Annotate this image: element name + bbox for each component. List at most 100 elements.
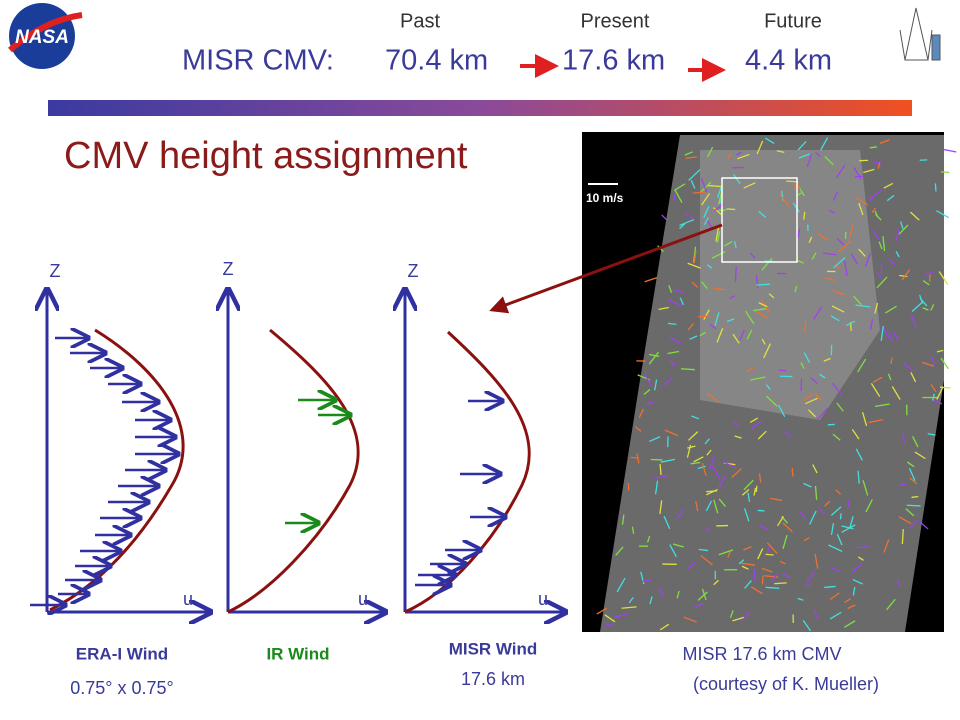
wind-vector	[868, 196, 874, 203]
wind-vector	[906, 461, 915, 468]
wind-vector	[880, 325, 884, 341]
wind-vector	[674, 288, 684, 294]
wind-vector	[901, 269, 911, 281]
wind-vector	[868, 419, 884, 424]
wind-vector	[938, 271, 949, 285]
wind-vector	[814, 485, 818, 500]
wind-vector	[701, 463, 707, 476]
wind-vector	[764, 575, 779, 578]
wind-vector	[648, 436, 661, 443]
wind-vector	[782, 429, 792, 438]
wind-vector	[734, 435, 742, 439]
wind-vector	[704, 526, 710, 532]
caption: (courtesy of K. Mueller)	[693, 674, 879, 694]
wind-vector	[743, 479, 754, 491]
wind-vector	[851, 562, 863, 573]
wind-vector	[895, 251, 900, 258]
z-label: Z	[408, 261, 419, 281]
wind-vector	[810, 377, 818, 384]
wind-vector	[848, 224, 854, 239]
wind-vector	[771, 573, 778, 581]
wind-vector	[749, 252, 756, 259]
wind-vector	[713, 287, 726, 291]
wind-vector	[648, 351, 660, 365]
panel-name: MISR Wind	[449, 639, 538, 658]
wind-vector	[847, 500, 850, 508]
wind-vector	[779, 193, 790, 207]
wind-vector	[684, 151, 693, 156]
wind-vector	[878, 241, 883, 250]
wind-vector	[870, 383, 881, 397]
wind-vector	[645, 401, 654, 405]
wind-vector	[936, 349, 944, 353]
wind-vector	[697, 591, 708, 601]
wind-vector	[746, 367, 754, 373]
wind-vector	[675, 508, 685, 520]
wind-vector	[604, 614, 616, 623]
wind-vector	[723, 461, 737, 469]
wind-vector	[893, 331, 899, 341]
wind-vector	[688, 431, 699, 441]
wind-vector	[796, 259, 805, 264]
wind-vector	[777, 404, 786, 418]
wind-vector	[822, 252, 837, 256]
wind-vector	[667, 322, 677, 326]
wind-vector	[812, 464, 818, 474]
wind-vector	[666, 298, 682, 307]
rocket-icon	[899, 7, 941, 61]
wind-vector	[685, 156, 697, 159]
wind-vector	[676, 590, 680, 599]
panel-note: 17.6 km	[461, 669, 525, 689]
wind-vector	[808, 409, 816, 418]
wind-vector	[848, 516, 854, 529]
wind-vector	[805, 397, 818, 405]
wind-vector	[658, 586, 664, 597]
wind-vector	[886, 598, 896, 611]
wind-vector	[605, 623, 615, 627]
wind-vector	[621, 606, 637, 609]
wind-vector	[706, 220, 713, 229]
wind-vector	[830, 506, 842, 516]
wind-vector	[803, 482, 812, 488]
wind-vector	[753, 487, 757, 496]
present: Present	[581, 10, 650, 32]
wind-vector	[732, 616, 744, 622]
panel-note: 0.75° x 0.75°	[70, 678, 173, 698]
wind-vector	[640, 571, 645, 585]
wind-vector	[895, 228, 900, 242]
wind-vector	[824, 585, 836, 589]
wind-vector	[869, 318, 874, 330]
wind-vector	[776, 150, 785, 154]
wind-vector	[758, 210, 767, 218]
wind-vector	[874, 403, 890, 408]
wind-vector	[797, 228, 801, 238]
nasa-logo: NASA	[8, 3, 83, 69]
wind-vector	[654, 480, 659, 495]
wind-vector	[839, 513, 842, 520]
wind-vector	[814, 393, 823, 402]
wind-vector	[673, 183, 686, 192]
wind-vector	[832, 289, 845, 296]
wind-vector	[891, 386, 901, 400]
wind-vector	[829, 611, 842, 620]
wind-vector	[695, 501, 699, 512]
wind-vector	[814, 553, 819, 569]
wind-vector	[855, 546, 870, 549]
z-label: Z	[50, 261, 61, 281]
wind-vector	[679, 297, 684, 306]
wind-vector	[921, 361, 934, 367]
wind-vector	[831, 382, 843, 396]
wind-vector	[707, 146, 714, 158]
wind-vector	[664, 429, 679, 437]
wind-vector	[758, 473, 762, 483]
wind-vector	[712, 207, 722, 215]
wind-vector	[756, 140, 764, 155]
cmv-label: MISR CMV:	[182, 45, 334, 77]
wind-vector	[718, 498, 727, 508]
wind-vector	[782, 573, 790, 579]
wind-vector	[644, 277, 658, 283]
wind-vector	[734, 266, 737, 282]
wind-vector	[819, 373, 826, 379]
wind-vector	[740, 562, 756, 566]
wind-vector	[761, 567, 773, 573]
